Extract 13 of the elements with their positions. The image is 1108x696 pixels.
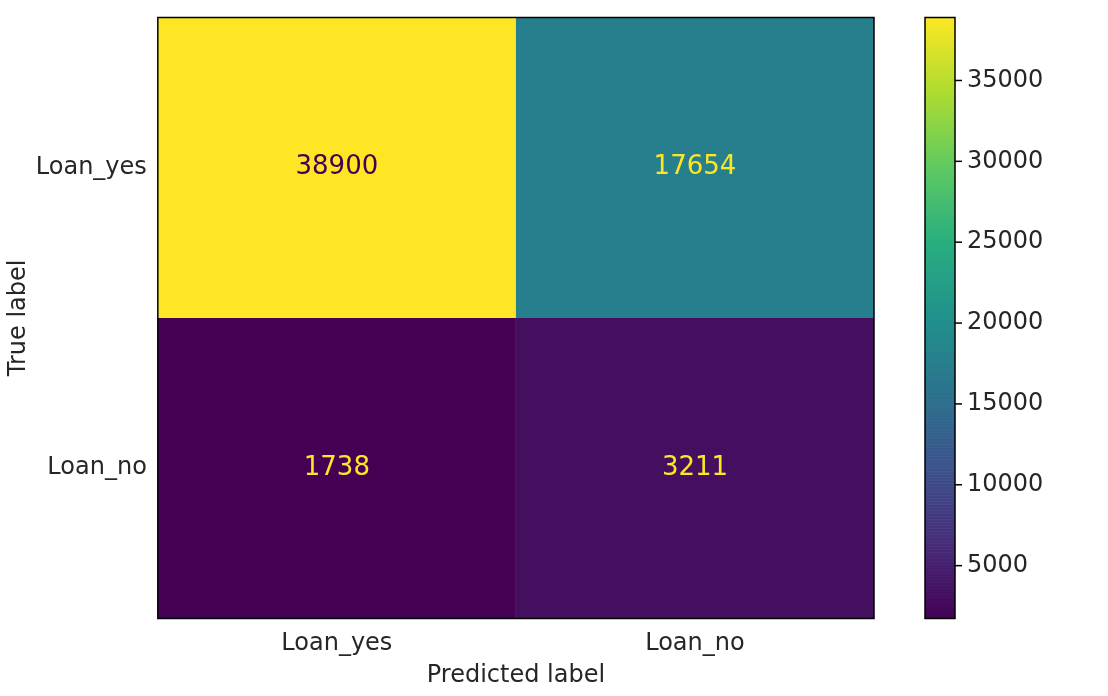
color-bar-label: 15000: [967, 388, 1044, 417]
color-bar-label: 5000: [967, 549, 1029, 578]
data-label: 3211: [661, 450, 729, 481]
color-bar-label: 10000: [967, 469, 1044, 498]
data-label: 17654: [653, 150, 737, 181]
color-bar-label: 30000: [967, 145, 1044, 174]
x-axis-title: Predicted label: [426, 659, 606, 688]
color-bar-label: 35000: [967, 64, 1044, 93]
color-bar-label: 25000: [967, 226, 1044, 255]
y-axis-title: True label: [2, 259, 31, 378]
data-label: 1738: [303, 450, 370, 481]
data-label: 38900: [295, 150, 379, 181]
color-bar-label: 20000: [967, 307, 1044, 336]
